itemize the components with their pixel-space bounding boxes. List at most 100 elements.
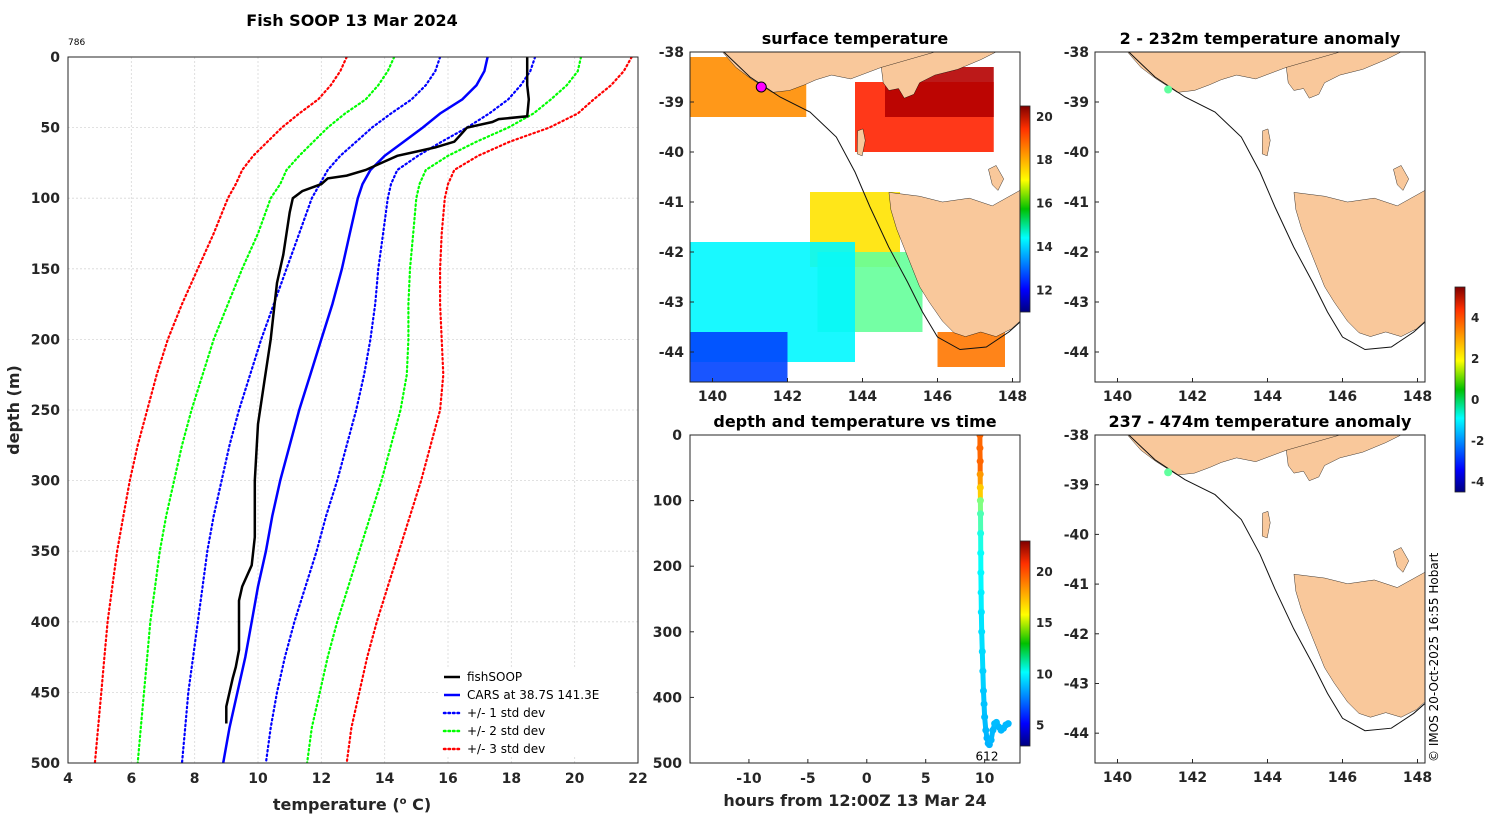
sst-title: surface temperature: [762, 29, 949, 48]
legend-label: +/- 2 std dev: [467, 724, 545, 738]
anomaly-lower-title: 237 - 474m temperature anomaly: [1109, 412, 1412, 431]
map-ytick-label: -38: [1064, 45, 1089, 61]
anomaly-colorbar-tick-label: -4: [1471, 475, 1484, 489]
legend-box: [438, 667, 634, 757]
profile-series-line: [306, 57, 583, 763]
depth-time-xtick-label: 10: [975, 771, 995, 787]
depth-time-xtick-label: -5: [800, 771, 816, 787]
map-ytick-label: -43: [659, 295, 684, 311]
legend-label: +/- 3 std dev: [467, 742, 545, 756]
map-xtick-label: 140: [698, 389, 727, 405]
profile-legend: fishSOOP CARS at 38.7S 141.3E +/- 1 std de…: [438, 667, 634, 757]
anomaly-lower-axes-box: [1094, 434, 1426, 764]
map-ytick-label: -40: [659, 145, 685, 161]
anomaly-upper-axes-box: [1094, 51, 1426, 383]
depth-time-colorbar-tick-label: 20: [1036, 565, 1053, 579]
anomaly-lower-points: [1164, 468, 1173, 477]
anomaly-upper-contour: [1128, 52, 1425, 351]
depth-time-xlabel: hours from 12:00Z 13 Mar 24: [723, 791, 986, 810]
profile-ytick-label: 200: [31, 332, 60, 348]
profile-series: [93, 57, 633, 763]
profile-xtick-label: 22: [628, 771, 647, 787]
map-ytick-label: -42: [659, 245, 684, 261]
profile-grid: [67, 56, 639, 764]
map-xtick-label: 142: [1178, 389, 1207, 405]
anomaly-upper-points: [1164, 85, 1173, 94]
legend-label: +/- 1 std dev: [467, 706, 545, 720]
profile-xlabel: temperature (o C): [273, 795, 431, 814]
map-xtick-label: 148: [1403, 770, 1432, 786]
map-xtick-label: 148: [998, 389, 1027, 405]
depth-time-ytick-label: 100: [653, 494, 682, 510]
ship-position-marker: [755, 81, 767, 93]
map-ytick-label: -39: [659, 95, 684, 111]
profile-ytick-label: 250: [31, 403, 60, 419]
depth-time-point: [1004, 720, 1012, 728]
profile-xtick-label: 6: [126, 771, 136, 787]
sst-map: surface temperature 140 142 144 146 148 -38 -3…: [659, 29, 1053, 405]
depth-time-colorbar-ticks: 5 10 15 20: [1036, 565, 1053, 733]
profile-ytick-label: 50: [41, 121, 61, 137]
profile-ytick-label: 500: [31, 756, 60, 772]
map-ytick-label: -41: [659, 195, 684, 211]
profile-ytick-label: 350: [31, 544, 60, 560]
anomaly-colorbar-tick-label: -2: [1471, 434, 1484, 448]
sst-colorbar: [1019, 105, 1031, 313]
legend-label: CARS at 38.7S 141.3E: [467, 688, 599, 702]
profile-xtick-label: 16: [438, 771, 457, 787]
depth-time-chart: depth and temperature vs time -10 -5 0 5 100…: [653, 412, 1053, 810]
anomaly-colorbar-tick-label: 4: [1471, 311, 1479, 325]
depth-time-title: depth and temperature vs time: [713, 412, 996, 431]
profile-corner-label: 786: [68, 38, 85, 48]
profile-title: Fish SOOP 13 Mar 2024: [246, 11, 457, 30]
depth-time-grid: [690, 434, 986, 764]
profile-xtick-label: 14: [375, 771, 395, 787]
map-ytick-label: -38: [1064, 428, 1089, 444]
profile-ytick-label: 100: [31, 191, 60, 207]
profile-series-line: [93, 57, 348, 763]
map-ytick-label: -38: [659, 45, 684, 61]
map-xtick-label: 146: [1328, 770, 1357, 786]
sst-colorbar-tick-label: 12: [1036, 283, 1053, 297]
profile-axes-box: [67, 56, 639, 764]
profile-ytick-label: 0: [50, 50, 60, 66]
map-xtick-label: 148: [1403, 389, 1432, 405]
sst-colorbar-tick-label: 14: [1036, 240, 1053, 254]
profile-xtick-label: 12: [312, 771, 331, 787]
depth-time-axes-box: [689, 434, 1021, 764]
map-xtick-label: 144: [1253, 770, 1282, 786]
anomaly-lower-ticks: 140 142 144 146 148 -38 -39 -40 -41 -42 -43 -44: [1064, 428, 1432, 786]
map-ytick-label: -39: [1064, 95, 1089, 111]
map-xtick-label: 142: [773, 389, 802, 405]
sst-colorbar-ticks: 12 14 16 18 20: [1036, 110, 1053, 297]
anomaly-colorbar-tick-label: 0: [1471, 393, 1479, 407]
map-ytick-label: -42: [1064, 245, 1089, 261]
depth-time-ytick-label: 500: [653, 756, 682, 772]
profile-series-line: [264, 57, 537, 763]
map-xtick-label: 146: [923, 389, 952, 405]
copyright-text: © IMOS 20-Oct-2025 16:55 Hobart: [1427, 552, 1441, 762]
profile-ylabel: depth (m): [4, 365, 23, 455]
legend-label: fishSOOP: [467, 670, 522, 684]
map-ytick-label: -42: [1064, 627, 1089, 643]
map-ytick-label: -41: [1064, 195, 1089, 211]
profile-xtick-label: 10: [248, 771, 268, 787]
map-ytick-label: -40: [1064, 145, 1090, 161]
profile-series-line: [225, 57, 531, 724]
depth-time-ytick-label: 200: [653, 559, 682, 575]
profile-ytick-label: 300: [31, 474, 60, 490]
profile-ytick-label: 150: [31, 262, 60, 278]
map-xtick-label: 144: [848, 389, 877, 405]
anomaly-colorbar: [1454, 286, 1466, 493]
depth-time-xtick-label: 5: [921, 771, 931, 787]
profile-chart: Fish SOOP 13 Mar 2024 786 4 6 8 10 12 14 16 18 2…: [4, 11, 648, 814]
anomaly-lower-map: 237 - 474m temperature anomaly 140 142 144…: [1064, 286, 1484, 786]
anomaly-lower-contour: [1128, 435, 1425, 732]
map-ytick-label: -39: [1064, 478, 1089, 494]
profile-ytick-label: 450: [31, 685, 60, 701]
depth-time-colorbar-tick-label: 5: [1036, 719, 1044, 733]
map-ytick-label: -40: [1064, 527, 1090, 543]
anomaly-colorbar-tick-label: 2: [1471, 352, 1479, 366]
